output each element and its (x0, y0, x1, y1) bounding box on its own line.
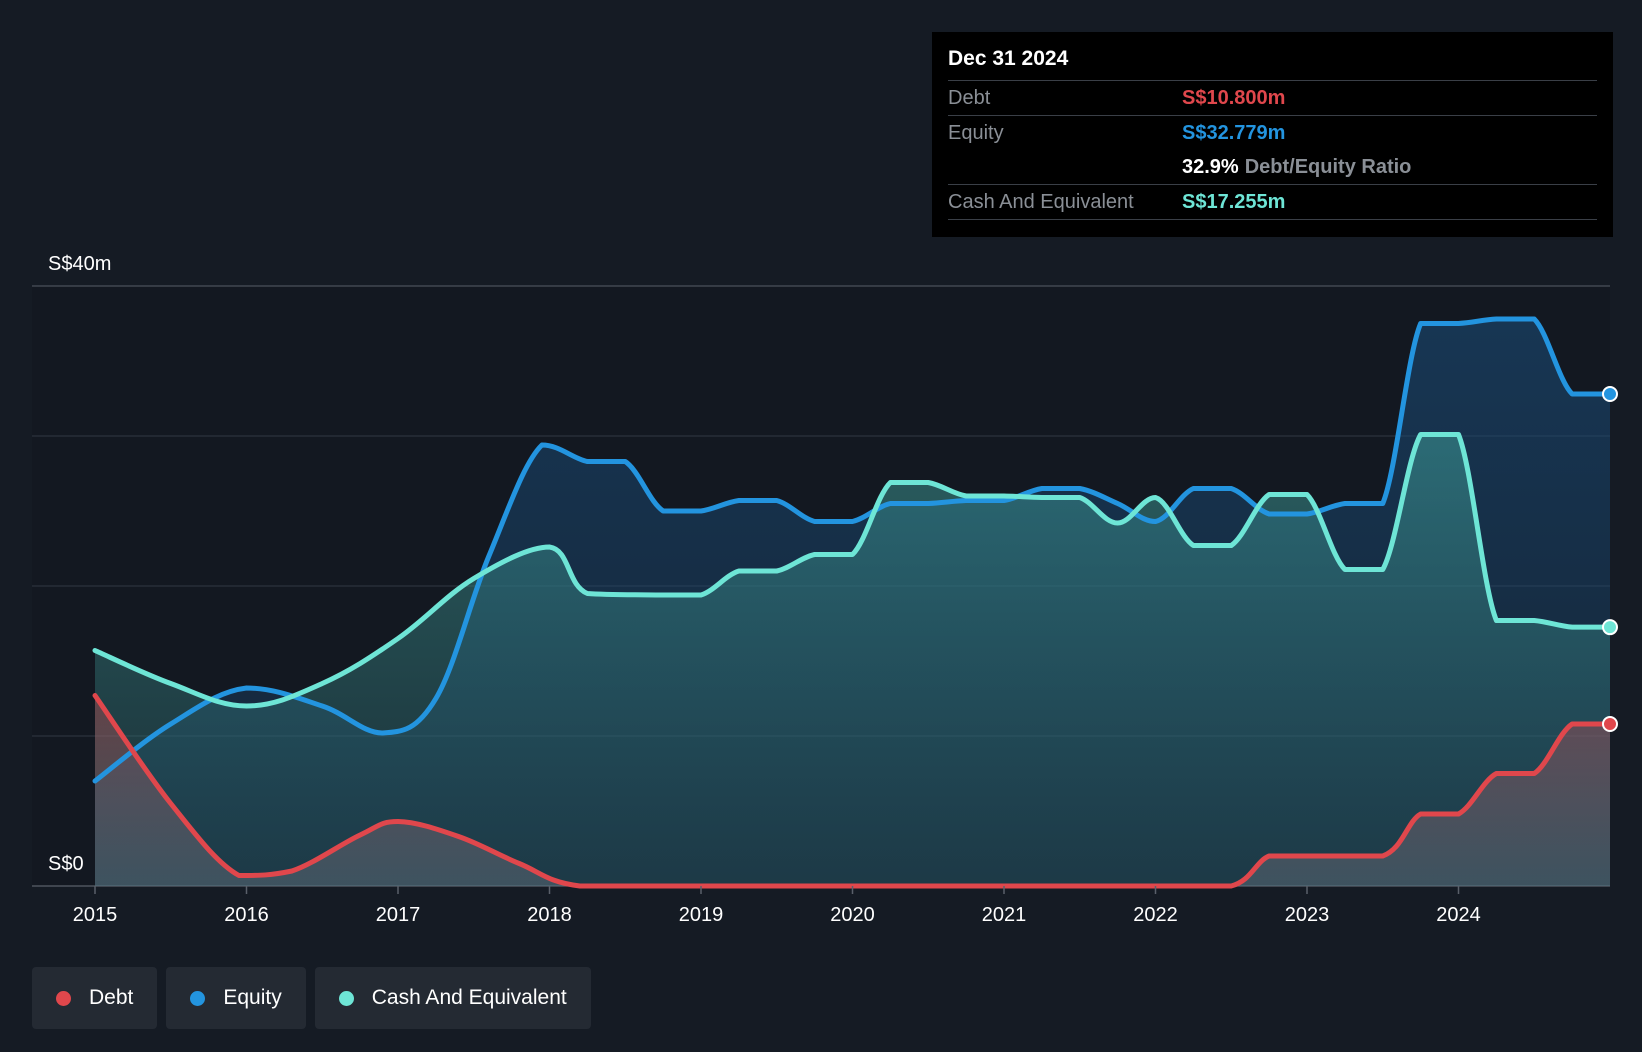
x-tick-label: 2021 (982, 904, 1027, 926)
cash-line (92, 432, 1613, 709)
tooltip-cash-value: S$17.255m (1182, 191, 1286, 213)
x-tick-label: 2016 (224, 904, 269, 926)
x-tick-label: 2024 (1436, 904, 1481, 926)
equity-line (92, 316, 1613, 784)
debt-endpoint (1602, 716, 1618, 732)
legend-label-debt: Debt (89, 986, 134, 1009)
legend-label-equity: Equity (223, 986, 282, 1009)
legend-item-debt[interactable]: Debt (32, 967, 158, 1029)
tooltip-equity-label: Equity (948, 122, 1004, 144)
tooltip-panel: Dec 31 2024 Debt S$10.800m Equity S$32.7… (932, 32, 1613, 237)
tooltip-cash-label: Cash And Equivalent (948, 191, 1134, 213)
cash-endpoint (1602, 619, 1618, 636)
x-tick-label: 2015 (73, 904, 118, 926)
x-tick-label: 2022 (1133, 904, 1178, 926)
tooltip-ratio: 32.9% Debt/Equity Ratio (1182, 150, 1411, 184)
tooltip-debt-label: Debt (948, 87, 991, 109)
debt-area (95, 695, 1610, 886)
x-tick-label: 2019 (679, 904, 724, 926)
tooltip-ratio-label: Debt/Equity Ratio (1244, 156, 1412, 178)
tooltip-row-equity: Equity S$32.779m (948, 116, 1597, 150)
x-tick-label: 2018 (527, 904, 572, 926)
equity-endpoint (1602, 386, 1618, 402)
chart-legend: Debt Equity Cash And Equivalent (32, 967, 591, 1029)
tooltip-row-debt: Debt S$10.800m (948, 81, 1597, 116)
x-tick-label: 2017 (376, 904, 421, 926)
x-tick-label: 2023 (1285, 904, 1330, 926)
legend-dot-equity-icon (190, 990, 206, 1006)
tooltip-row-ratio: 32.9% Debt/Equity Ratio (948, 150, 1597, 185)
y-tick-label-top: S$40m (48, 253, 111, 275)
tooltip-debt-value: S$10.800m (1182, 87, 1286, 109)
tooltip-row-cash: Cash And Equivalent S$17.255m (948, 185, 1597, 220)
legend-dot-cash-icon (338, 990, 354, 1006)
tooltip-ratio-spacer (948, 150, 1182, 184)
series-lines (92, 316, 1613, 889)
tooltip-ratio-value: 32.9% (1182, 156, 1239, 178)
x-axis-ticks: 2015 2016 2017 2018 2019 2020 2021 2022 2023 2024 (73, 886, 1481, 926)
legend-item-cash[interactable]: Cash And Equivalent (314, 967, 591, 1029)
y-tick-label-bottom: S$0 (48, 853, 84, 875)
series-endpoints (1602, 386, 1618, 732)
tooltip-equity-value: S$32.779m (1182, 122, 1286, 144)
legend-label-cash: Cash And Equivalent (371, 986, 567, 1009)
x-tick-label: 2020 (830, 904, 875, 926)
legend-item-equity[interactable]: Equity (166, 967, 306, 1029)
legend-dot-debt-icon (56, 990, 71, 1006)
debt-line (92, 693, 1613, 889)
tooltip-date: Dec 31 2024 (948, 44, 1597, 81)
